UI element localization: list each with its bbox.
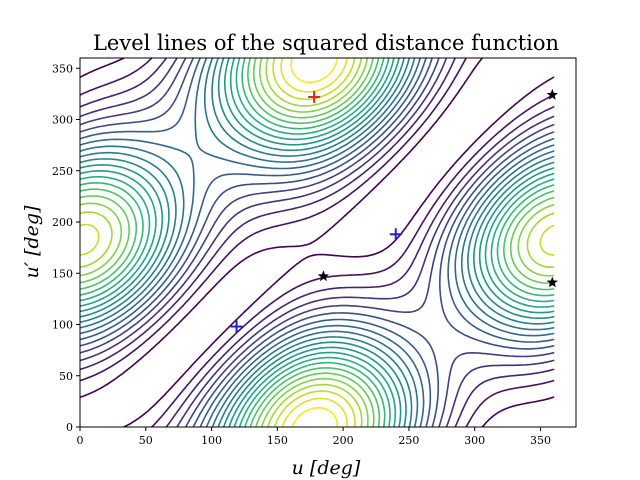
plus-marker: [308, 90, 321, 103]
contour-level: [80, 58, 555, 427]
star-marker: [317, 270, 330, 282]
contour-level: [80, 58, 555, 427]
contour-level: [80, 58, 555, 427]
star-marker: [546, 276, 558, 288]
contour-level: [80, 58, 555, 427]
y-axis-ticks: 0 50 100 150 200 250 300 350: [52, 62, 80, 434]
contour-level: [80, 58, 555, 427]
contour-level: [80, 58, 555, 427]
x-tick-label: 0: [77, 434, 84, 447]
contour-level: [80, 58, 555, 427]
y-tick-label: 150: [52, 267, 73, 280]
x-tick-label: 150: [267, 434, 288, 447]
y-tick-label: 200: [52, 216, 73, 229]
x-tick-label: 250: [398, 434, 419, 447]
contour-level: [80, 58, 555, 427]
star-marker: [546, 88, 558, 100]
x-tick-label: 100: [201, 434, 222, 447]
contour-level: [80, 58, 555, 427]
chart-title: Level lines of the squared distance func…: [93, 31, 559, 55]
contour-level: [80, 58, 555, 427]
contour-level: [80, 58, 555, 427]
y-tick-label: 250: [52, 165, 73, 178]
contour-level: [80, 58, 555, 427]
plus-marker: [389, 228, 402, 241]
y-tick-label: 100: [52, 319, 73, 332]
marker-layer: [230, 88, 558, 333]
x-tick-label: 350: [530, 434, 551, 447]
contour-level: [80, 58, 555, 427]
y-tick-label: 300: [52, 114, 73, 127]
contour-level: [80, 58, 555, 427]
plus-marker: [230, 320, 243, 333]
y-axis-label: u′ [deg]: [21, 205, 43, 279]
y-tick-label: 50: [59, 370, 73, 383]
x-tick-label: 200: [333, 434, 354, 447]
x-tick-label: 50: [139, 434, 153, 447]
contour-level: [80, 58, 555, 427]
x-axis-label: u [deg]: [292, 457, 361, 479]
contour-level: [80, 58, 555, 427]
y-tick-label: 0: [66, 421, 73, 434]
x-tick-label: 300: [464, 434, 485, 447]
y-tick-label: 350: [52, 62, 73, 75]
contour-level: [290, 58, 339, 427]
contour-level: [80, 58, 555, 427]
plot-frame: [79, 57, 577, 428]
contour-lines: [80, 58, 555, 427]
contour-level: [80, 58, 555, 427]
contour-level: [80, 58, 555, 427]
x-axis-ticks: 0 50 100 150 200 250 300 350: [77, 427, 551, 447]
contour-level: [80, 58, 555, 427]
